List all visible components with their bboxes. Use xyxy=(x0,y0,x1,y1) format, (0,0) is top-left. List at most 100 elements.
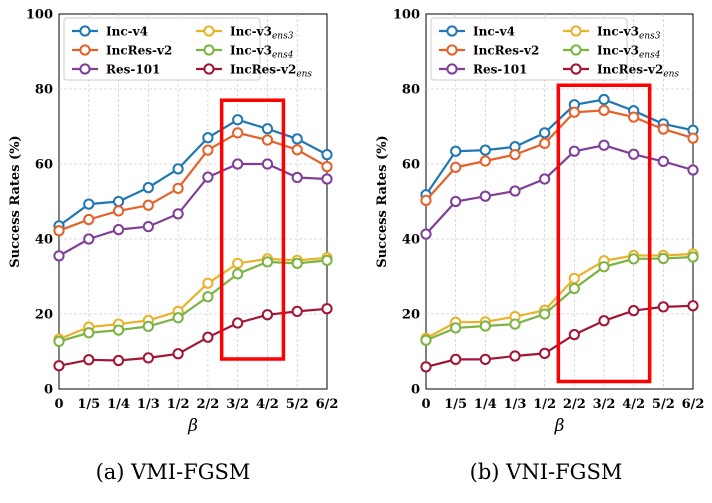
y-tick-label: 40 xyxy=(35,233,53,248)
data-point xyxy=(321,161,333,173)
data-point xyxy=(202,291,214,303)
x-tick-label: 1/4 xyxy=(474,397,497,412)
data-point xyxy=(172,348,184,360)
x-tick-label: 3/2 xyxy=(593,397,616,412)
data-point xyxy=(568,329,580,341)
data-point xyxy=(53,250,65,262)
data-point xyxy=(53,360,65,372)
legend-label-subscript: ens3 xyxy=(639,32,661,42)
data-point xyxy=(112,195,125,208)
data-point xyxy=(261,256,274,268)
x-tick-label: 1/5 xyxy=(444,397,467,412)
x-tick-label: 0 xyxy=(421,397,430,412)
y-tick-label: 40 xyxy=(402,233,420,248)
data-point xyxy=(83,198,95,210)
data-point xyxy=(420,334,432,346)
legend-label: IncRes-v2ens xyxy=(597,63,679,80)
data-point xyxy=(687,132,699,144)
data-point xyxy=(539,137,551,149)
data-point xyxy=(261,309,274,321)
y-tick-label: 0 xyxy=(44,383,53,398)
data-point xyxy=(291,257,303,269)
data-point xyxy=(172,163,184,175)
data-point xyxy=(291,305,303,317)
data-point xyxy=(539,173,551,185)
legend-label: Res-101 xyxy=(106,63,160,77)
data-point xyxy=(509,318,521,330)
x-tick-label: 5/2 xyxy=(652,397,675,412)
x-tick-label: 6/2 xyxy=(316,397,339,412)
y-axis-label: Success Rates (%) xyxy=(8,135,23,267)
data-point xyxy=(53,225,65,237)
highlight-box xyxy=(556,83,652,384)
data-point xyxy=(420,194,432,206)
data-point xyxy=(450,195,462,208)
x-tick-label: 5/2 xyxy=(286,397,309,412)
data-point xyxy=(479,190,491,202)
data-point xyxy=(479,320,491,332)
y-tick-label: 60 xyxy=(402,158,420,173)
legend-label-subscript: ens4 xyxy=(639,51,661,61)
data-point xyxy=(172,312,184,324)
legend-swatch-marker xyxy=(79,25,91,37)
data-point xyxy=(142,182,154,194)
data-point xyxy=(261,134,274,146)
legend-label-base: IncRes-v2 xyxy=(597,63,663,77)
data-point xyxy=(142,320,154,332)
legend-label-subscript: ens xyxy=(296,70,312,80)
legend-label-subscript: ens4 xyxy=(272,51,294,61)
data-point xyxy=(598,261,610,273)
y-tick-label: 20 xyxy=(402,308,420,323)
legend-swatch-marker xyxy=(570,25,582,37)
data-point xyxy=(112,205,125,217)
legend-swatch-marker xyxy=(203,63,215,75)
legend-label: Inc-v3ens3 xyxy=(230,25,294,42)
caption-vni-fgsm: (b) VNI-FGSM xyxy=(470,460,623,484)
data-point xyxy=(172,208,184,220)
legend-label-base: IncRes-v2 xyxy=(106,44,172,58)
data-point xyxy=(321,254,333,266)
x-tick-label: 2/2 xyxy=(563,397,586,412)
y-tick-label: 60 xyxy=(35,158,53,173)
data-point xyxy=(539,308,551,320)
data-point xyxy=(687,164,699,176)
data-point xyxy=(232,317,244,329)
data-point xyxy=(232,127,244,139)
data-point xyxy=(142,199,154,211)
data-point xyxy=(628,253,640,265)
data-point xyxy=(628,148,640,160)
data-point xyxy=(232,268,244,280)
data-point xyxy=(291,171,303,184)
panel-vmi-fgsm: 0 20 40 60 80 100 0 1/5 1/4 1/3 1/2 2/2 3/2 4/2 5/2 6/2… xyxy=(8,8,338,437)
legend-swatch-marker xyxy=(446,44,458,56)
data-point xyxy=(112,224,125,236)
data-point xyxy=(142,221,154,233)
data-point xyxy=(568,272,580,284)
data-point xyxy=(321,303,333,315)
data-point xyxy=(657,123,669,135)
data-point xyxy=(479,155,491,167)
data-point xyxy=(450,161,462,173)
legend-swatch-marker xyxy=(203,44,215,56)
data-point xyxy=(202,331,214,343)
data-point xyxy=(687,300,699,312)
legend-swatch-marker xyxy=(570,63,582,75)
x-tick-label: 1/3 xyxy=(137,397,160,412)
data-point xyxy=(112,354,125,367)
data-point xyxy=(450,353,462,365)
x-axis-label: β xyxy=(554,416,565,436)
data-point xyxy=(232,158,244,170)
data-point xyxy=(420,361,432,373)
data-point xyxy=(450,322,462,334)
data-point xyxy=(291,133,303,145)
legend-label: IncRes-v2ens xyxy=(230,63,312,80)
data-point xyxy=(657,252,669,265)
data-point xyxy=(628,111,640,123)
y-tick-label: 80 xyxy=(35,83,53,98)
x-tick-label: 0 xyxy=(54,397,63,412)
legend-label: Inc-v4 xyxy=(106,25,148,39)
data-point xyxy=(568,145,580,157)
legend-label-base: Inc-v3 xyxy=(597,44,639,58)
legend-label-subscript: ens3 xyxy=(272,32,294,42)
legend-label: Res-101 xyxy=(473,63,527,77)
